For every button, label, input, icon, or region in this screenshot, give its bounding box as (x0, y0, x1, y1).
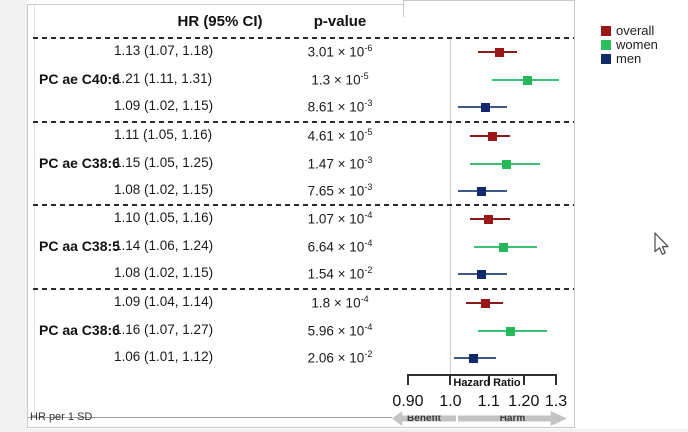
legend-swatch-women (601, 40, 611, 50)
hr-ci-value: 1.08 (1.02, 1.15) (114, 182, 214, 197)
legend-item-men: men (601, 52, 658, 66)
metabolite-label: PC ae C40:6 (39, 71, 120, 87)
p-value: 8.61 × 10-3 (307, 98, 373, 115)
metabolite-label: PC aa C38:5 (39, 238, 120, 254)
page-margin-left (0, 0, 27, 432)
legend-label: overall (616, 23, 655, 38)
hr-ci-value: 1.09 (1.04, 1.14) (114, 294, 214, 309)
bottom-baseline (28, 417, 392, 418)
p-value: 1.3 × 10-5 (311, 71, 369, 88)
axis-line (408, 374, 557, 376)
reference-line-hr1 (450, 39, 451, 374)
inner-left-border (34, 5, 35, 417)
hr-marker-overall (487, 131, 497, 141)
harm-arrow-label: Harm (499, 413, 526, 424)
group-separator-line (33, 37, 574, 39)
axis-tick-label: 1.0 (439, 393, 462, 410)
hr-ci-value: 1.08 (1.02, 1.15) (114, 265, 214, 280)
hr-ci-value: 1.14 (1.06, 1.24) (114, 238, 214, 253)
p-value: 1.8 × 10-4 (311, 294, 369, 311)
hr-marker-women (498, 242, 508, 252)
p-value: 2.06 × 10-2 (307, 349, 373, 366)
p-value: 1.07 × 10-4 (307, 210, 373, 227)
hr-marker-women (502, 159, 512, 169)
hr-ci-value: 1.06 (1.01, 1.12) (114, 349, 214, 364)
axis-title: Hazard Ratio (453, 377, 521, 389)
hr-marker-overall (484, 214, 494, 224)
group-separator-line (33, 204, 574, 206)
hr-marker-men (476, 269, 486, 279)
p-value: 4.61 × 10-5 (307, 127, 373, 144)
hr-column-header: HR (95% CI) (177, 13, 263, 30)
pvalue-column-header: p-value (313, 13, 367, 30)
hr-ci-value: 1.10 (1.05, 1.16) (114, 210, 214, 225)
axis-tick (449, 374, 452, 385)
legend-label: women (616, 37, 658, 52)
axis-tick (487, 374, 490, 385)
hr-ci-value: 1.09 (1.02, 1.15) (114, 98, 214, 113)
legend: overall women men (601, 24, 658, 66)
legend-label: men (616, 51, 642, 66)
page-margin-bottom (0, 429, 688, 432)
axis-tick-label: 1.3 (544, 393, 568, 410)
metabolite-label: PC ae C38:6 (39, 155, 120, 171)
axis-tick-label: 1.20 (508, 393, 540, 410)
legend-item-overall: overall (601, 24, 658, 38)
axis-tick-label: 0.90 (392, 393, 424, 410)
panel-top-notch (403, 0, 575, 17)
hr-marker-men (469, 353, 479, 363)
p-value: 6.64 × 10-4 (307, 238, 373, 255)
hr-ci-value: 1.13 (1.07, 1.18) (114, 43, 214, 58)
hr-marker-men (476, 186, 486, 196)
hr-marker-overall (495, 47, 505, 57)
hr-ci-value: 1.15 (1.05, 1.25) (114, 155, 214, 170)
p-value: 7.65 × 10-3 (307, 182, 373, 199)
legend-item-women: women (601, 38, 658, 52)
hr-ci-value: 1.11 (1.05, 1.16) (114, 127, 213, 142)
p-value: 5.96 × 10-4 (307, 322, 373, 339)
axis-tick (555, 374, 557, 385)
benefit-arrow-label: Benefit (407, 413, 441, 424)
hr-ci-value: 1.16 (1.07, 1.27) (114, 322, 214, 337)
footnote-hr-per-sd: HR per 1 SD (30, 411, 93, 423)
axis-tick (407, 374, 409, 385)
group-separator-line (33, 288, 574, 290)
p-value: 3.01 × 10-6 (307, 43, 373, 60)
hr-marker-overall (480, 298, 490, 308)
axis-tick (522, 374, 525, 385)
hr-marker-women (522, 75, 532, 85)
group-separator-line (33, 121, 574, 123)
metabolite-label: PC aa C38:6 (39, 322, 120, 338)
hr-marker-men (480, 102, 490, 112)
p-value: 1.54 × 10-2 (307, 265, 373, 282)
legend-swatch-overall (601, 26, 611, 36)
legend-swatch-men (601, 54, 611, 64)
axis-tick-label: 1.1 (477, 393, 500, 410)
p-value: 1.47 × 10-3 (307, 155, 373, 172)
hr-marker-women (505, 326, 515, 336)
mouse-cursor-icon (654, 232, 669, 255)
hr-ci-value: 1.21 (1.11, 1.31) (114, 71, 213, 86)
